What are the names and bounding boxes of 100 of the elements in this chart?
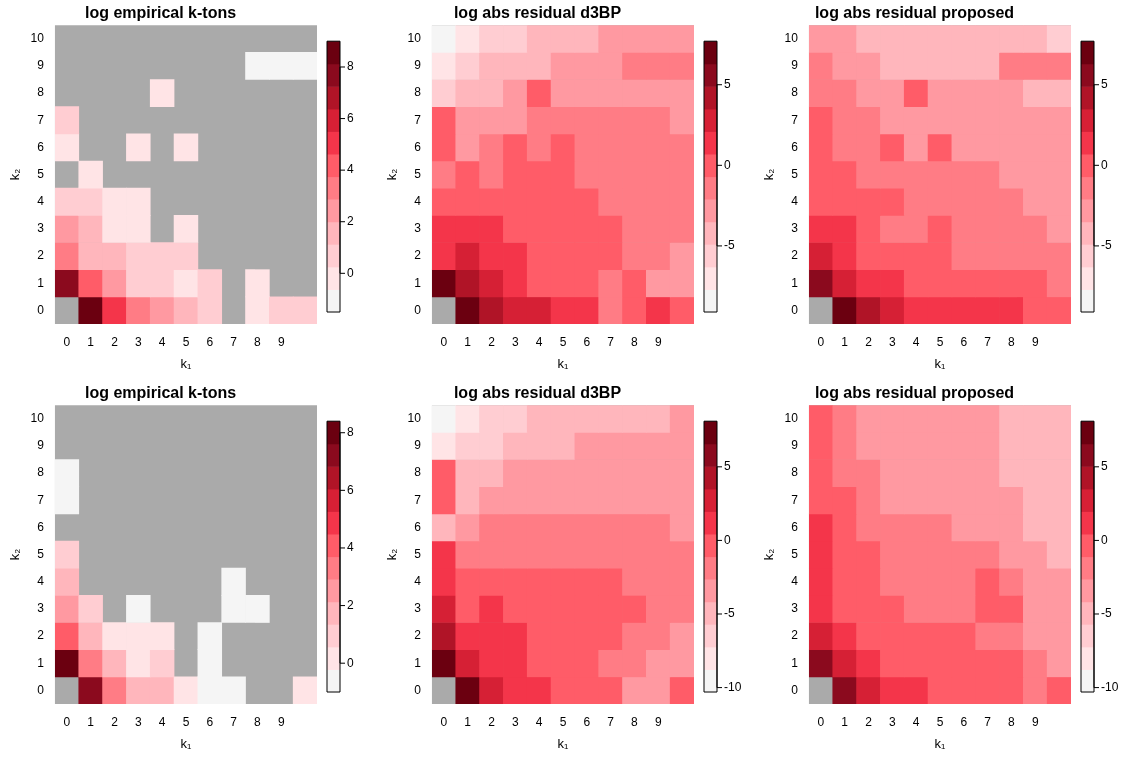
- y-tick-label: 6: [791, 139, 799, 154]
- x-tick-label: 4: [912, 714, 920, 729]
- y-tick-label: 7: [791, 492, 799, 507]
- y-tick-label: 4: [37, 574, 45, 589]
- x-axis-title: k₁: [557, 735, 570, 751]
- color-bar-label: -5: [724, 238, 735, 253]
- y-tick-label: 2: [791, 628, 799, 643]
- x-tick-label: 7: [984, 334, 992, 349]
- x-tick-label: 8: [631, 714, 639, 729]
- y-axis-title: k₂: [7, 548, 23, 561]
- color-bar-label: -10: [1101, 679, 1119, 694]
- y-tick-label: 7: [791, 112, 799, 127]
- x-tick-label: 8: [254, 334, 262, 349]
- y-tick-label: 5: [414, 546, 422, 561]
- x-tick-label: 9: [1031, 334, 1039, 349]
- x-tick-label: 9: [1031, 714, 1039, 729]
- y-tick-label: 5: [791, 166, 799, 181]
- x-tick-label: 6: [583, 714, 591, 729]
- x-tick-label: 9: [654, 714, 662, 729]
- x-tick-label: 5: [182, 334, 190, 349]
- y-tick-label: 4: [414, 194, 422, 209]
- y-tick-label: 9: [791, 438, 799, 453]
- y-tick-label: 9: [791, 58, 799, 73]
- x-tick-label: 6: [960, 334, 968, 349]
- y-tick-label: 1: [791, 655, 799, 670]
- x-tick-label: 4: [535, 714, 543, 729]
- x-tick-label: 6: [206, 334, 214, 349]
- y-tick-label: 8: [414, 465, 422, 480]
- x-tick-label: 3: [134, 714, 142, 729]
- y-tick-label: 9: [414, 58, 422, 73]
- y-tick-label: 5: [791, 546, 799, 561]
- y-tick-label: 6: [791, 519, 799, 534]
- x-tick-label: 2: [865, 714, 873, 729]
- y-tick-label: 0: [37, 302, 45, 317]
- x-tick-label: 6: [583, 334, 591, 349]
- x-tick-label: 2: [111, 714, 119, 729]
- y-tick-label: 0: [791, 302, 799, 317]
- x-axis-title: k₁: [934, 355, 947, 371]
- x-tick-label: 0: [63, 714, 71, 729]
- y-tick-label: 5: [414, 166, 422, 181]
- y-tick-label: 0: [791, 682, 799, 697]
- x-tick-label: 0: [440, 334, 448, 349]
- x-tick-label: 2: [488, 334, 496, 349]
- x-tick-label: 7: [607, 334, 615, 349]
- x-tick-label: 4: [535, 334, 543, 349]
- x-tick-label: 6: [206, 714, 214, 729]
- x-tick-label: 5: [559, 714, 567, 729]
- y-tick-label: 7: [37, 112, 45, 127]
- y-tick-label: 9: [37, 58, 45, 73]
- y-tick-label: 3: [414, 221, 422, 236]
- x-tick-label: 3: [134, 334, 142, 349]
- y-tick-label: 8: [37, 465, 45, 480]
- x-tick-label: 7: [607, 714, 615, 729]
- color-bar-label: 2: [347, 214, 354, 229]
- x-tick-label: 2: [488, 714, 496, 729]
- x-tick-label: 1: [841, 334, 849, 349]
- y-tick-label: 5: [37, 546, 45, 561]
- color-bar-label: 6: [347, 110, 354, 125]
- color-bar-label: 4: [347, 540, 354, 555]
- x-tick-label: 8: [254, 714, 262, 729]
- x-tick-label: 0: [817, 334, 825, 349]
- y-tick-label: 10: [407, 411, 422, 426]
- color-bar-label: 0: [347, 265, 354, 280]
- y-axis-title: k₂: [761, 168, 777, 181]
- y-tick-label: 2: [414, 248, 422, 263]
- x-tick-label: 6: [960, 714, 968, 729]
- y-tick-label: 10: [30, 31, 45, 46]
- x-tick-label: 1: [464, 714, 472, 729]
- x-tick-label: 0: [63, 334, 71, 349]
- x-tick-label: 7: [230, 714, 238, 729]
- y-tick-label: 6: [37, 139, 45, 154]
- y-tick-label: 8: [37, 85, 45, 100]
- y-tick-label: 7: [414, 112, 422, 127]
- y-tick-label: 4: [414, 574, 422, 589]
- x-tick-label: 4: [158, 334, 166, 349]
- x-tick-label: 9: [654, 334, 662, 349]
- chart-title: log abs residual d3BP: [453, 384, 622, 402]
- y-tick-label: 8: [791, 85, 799, 100]
- x-axis-title: k₁: [557, 355, 570, 371]
- x-axis-title: k₁: [180, 355, 193, 371]
- y-tick-label: 10: [30, 411, 45, 426]
- color-bar-label: 6: [347, 482, 354, 497]
- x-tick-label: 8: [631, 334, 639, 349]
- y-axis-title: k₂: [384, 548, 400, 561]
- y-tick-label: 10: [784, 31, 799, 46]
- chart-title: log abs residual proposed: [814, 4, 1015, 22]
- y-tick-label: 10: [407, 31, 422, 46]
- y-axis-title: k₂: [384, 168, 400, 181]
- y-tick-label: 3: [37, 601, 45, 616]
- x-tick-label: 7: [984, 714, 992, 729]
- x-tick-label: 3: [888, 714, 896, 729]
- y-tick-label: 2: [37, 628, 45, 643]
- x-tick-label: 5: [559, 334, 567, 349]
- y-tick-label: 8: [791, 465, 799, 480]
- color-bar-label: 8: [347, 59, 354, 74]
- color-bar-label: 0: [724, 157, 731, 172]
- y-tick-label: 1: [414, 655, 422, 670]
- y-tick-label: 4: [791, 194, 799, 209]
- y-tick-label: 0: [414, 302, 422, 317]
- x-tick-label: 2: [865, 334, 873, 349]
